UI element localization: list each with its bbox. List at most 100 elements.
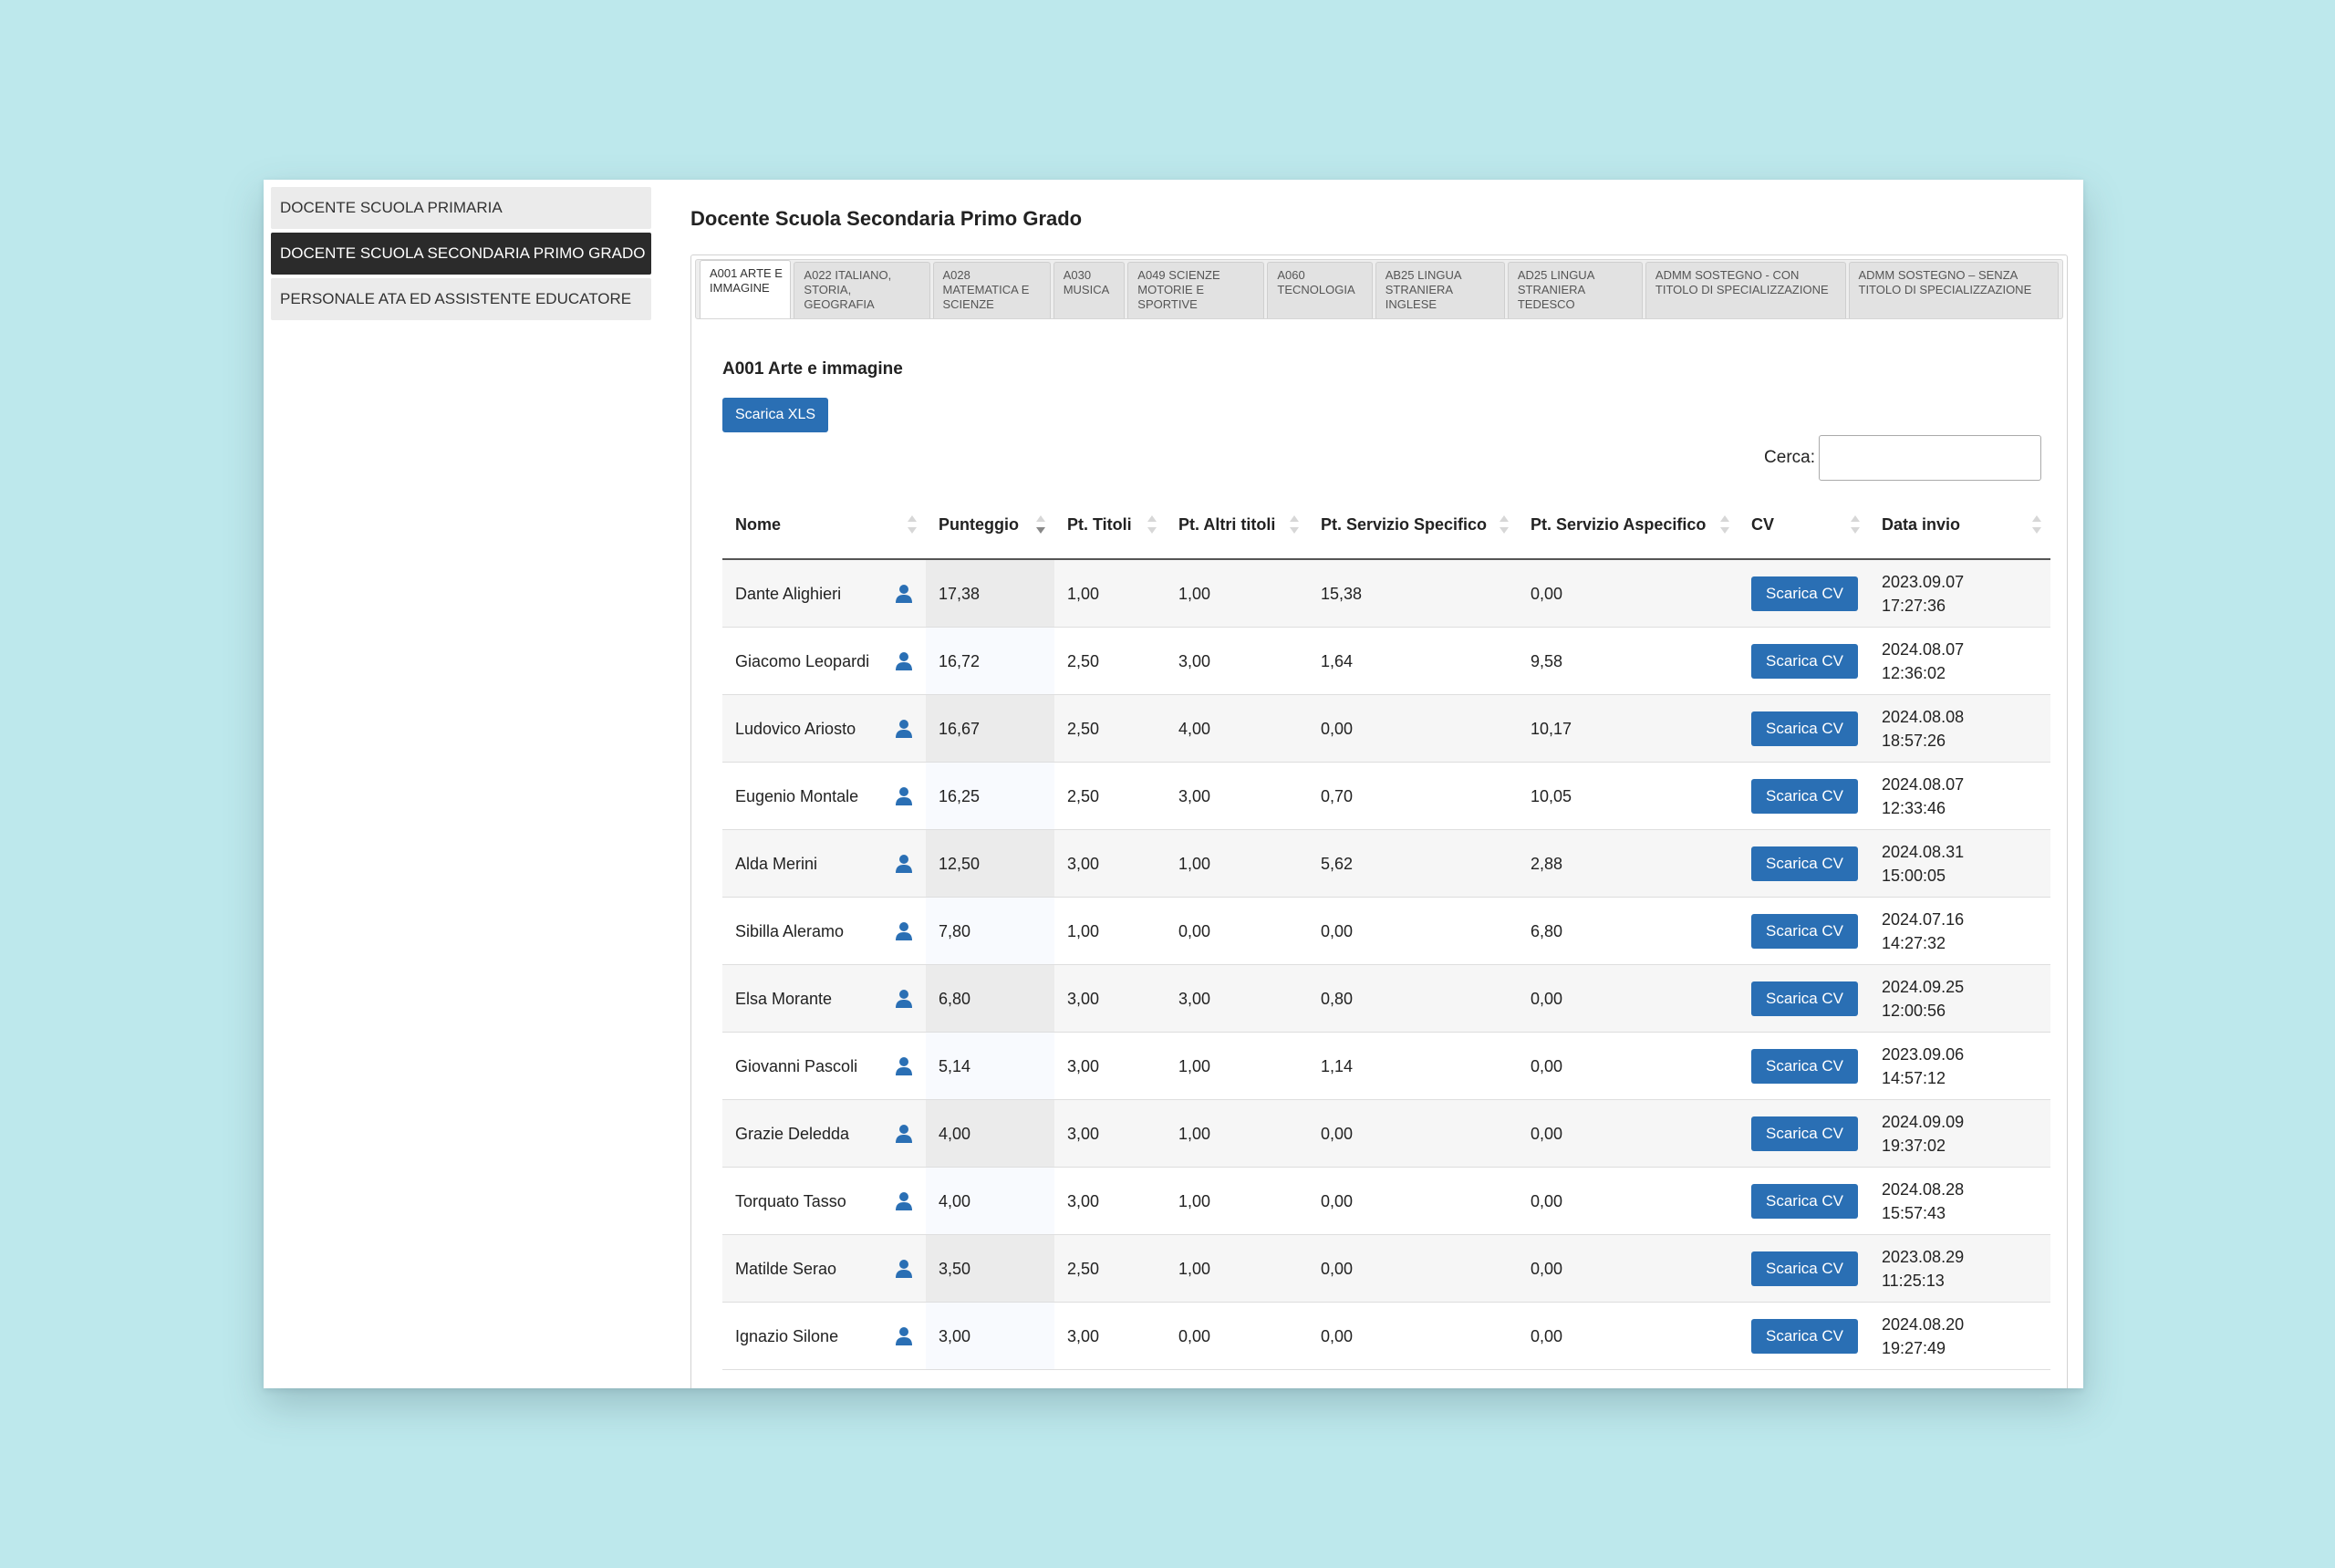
candidate-name: Torquato Tasso — [735, 1191, 846, 1210]
user-icon[interactable] — [895, 1326, 913, 1346]
cell-pt-servizio-specifico: 0,00 — [1308, 1099, 1518, 1168]
cell-pt-titoli: 3,00 — [1054, 1167, 1166, 1235]
cell-pt-titoli: 3,00 — [1054, 964, 1166, 1033]
search-input[interactable] — [1819, 435, 2041, 481]
table-row: Ignazio Silone 3,00 3,00 0,00 0,00 0,00 … — [722, 1302, 2050, 1370]
download-cv-button[interactable]: Scarica CV — [1751, 576, 1859, 611]
user-icon[interactable] — [895, 719, 913, 739]
user-icon[interactable] — [895, 989, 913, 1009]
column-header-label: Pt. Altri titoli — [1178, 515, 1276, 534]
column-header-pt-titoli[interactable]: Pt. Titoli — [1054, 491, 1166, 560]
tab-a028[interactable]: A028 Matematica e scienze — [932, 262, 1051, 318]
cell-pt-servizio-aspecifico: 0,00 — [1518, 1167, 1738, 1235]
tab-a030[interactable]: A030 Musica — [1053, 262, 1126, 318]
cell-pt-servizio-specifico: 0,00 — [1308, 897, 1518, 965]
tab-a060[interactable]: A060 Tecnologia — [1267, 262, 1373, 318]
download-cv-button[interactable]: Scarica CV — [1751, 981, 1859, 1016]
user-icon[interactable] — [895, 651, 913, 671]
cell-pt-titoli: 2,50 — [1054, 627, 1166, 695]
cell-cv: Scarica CV — [1738, 897, 1869, 965]
column-header-pt-servizio-aspecifico[interactable]: Pt. Servizio Aspecifico — [1518, 491, 1738, 560]
download-cv-button[interactable]: Scarica CV — [1751, 913, 1859, 949]
column-header-nome[interactable]: Nome — [722, 491, 926, 560]
cell-cv: Scarica CV — [1738, 964, 1869, 1033]
download-cv-button[interactable]: Scarica CV — [1751, 1318, 1859, 1354]
user-icon[interactable] — [895, 1259, 913, 1279]
cell-cv: Scarica CV — [1738, 1302, 1869, 1370]
sidebar-item-secondaria[interactable]: DOCENTE SCUOLA SECONDARIA PRIMO GRADO — [271, 233, 651, 275]
cell-punteggio: 6,80 — [926, 964, 1054, 1033]
table-row: Grazie Deledda 4,00 3,00 1,00 0,00 0,00 … — [722, 1099, 2050, 1168]
cell-pt-servizio-aspecifico: 2,88 — [1518, 829, 1738, 898]
user-icon[interactable] — [895, 854, 913, 874]
tab-ad25[interactable]: AD25 Lingua straniera tedesco — [1507, 262, 1643, 318]
cell-punteggio: 3,50 — [926, 1234, 1054, 1303]
user-icon[interactable] — [895, 584, 913, 604]
column-header-label: Pt. Servizio Specifico — [1321, 515, 1488, 534]
cell-cv: Scarica CV — [1738, 1032, 1869, 1100]
tab-ab25[interactable]: AB25 Lingua straniera inglese — [1375, 262, 1505, 318]
cell-data-invio: 2023.08.29 11:25:13 — [1869, 1234, 2050, 1303]
candidate-name: Elsa Morante — [735, 989, 833, 1008]
column-header-pt-servizio-specifico[interactable]: Pt. Servizio Specifico — [1308, 491, 1518, 560]
cell-nome: Torquato Tasso — [722, 1167, 926, 1235]
tab-a022[interactable]: A022 Italiano, storia, geografia — [794, 262, 930, 318]
cell-nome: Elsa Morante — [722, 964, 926, 1033]
cell-pt-altri-titoli: 1,00 — [1166, 1099, 1308, 1168]
user-icon[interactable] — [895, 786, 913, 806]
download-cv-button[interactable]: Scarica CV — [1751, 778, 1859, 814]
cell-nome: Eugenio Montale — [722, 762, 926, 830]
sidebar-item-primaria[interactable]: DOCENTE SCUOLA PRIMARIA — [271, 187, 651, 229]
cell-pt-titoli: 2,50 — [1054, 694, 1166, 763]
cell-pt-titoli: 1,00 — [1054, 559, 1166, 628]
download-cv-button[interactable]: Scarica CV — [1751, 846, 1859, 881]
user-icon[interactable] — [895, 1191, 913, 1211]
cell-pt-servizio-specifico: 0,00 — [1308, 1167, 1518, 1235]
download-cv-button[interactable]: Scarica CV — [1751, 643, 1859, 679]
cell-punteggio: 7,80 — [926, 897, 1054, 965]
cell-cv: Scarica CV — [1738, 1099, 1869, 1168]
column-header-punteggio[interactable]: Punteggio — [926, 491, 1054, 560]
cell-pt-titoli: 3,00 — [1054, 1099, 1166, 1168]
cell-cv: Scarica CV — [1738, 559, 1869, 628]
cell-pt-titoli: 3,00 — [1054, 1032, 1166, 1100]
tab-a001[interactable]: A001 Arte e immagine — [700, 260, 792, 318]
column-header-cv[interactable]: CV — [1738, 491, 1869, 560]
cell-pt-servizio-specifico: 0,00 — [1308, 1302, 1518, 1370]
sidebar-item-ata[interactable]: PERSONALE ATA ED ASSISTENTE EDUCATORE — [271, 278, 651, 320]
download-cv-button[interactable]: Scarica CV — [1751, 1048, 1859, 1084]
cell-pt-altri-titoli: 1,00 — [1166, 1032, 1308, 1100]
tab-admm-con-titolo[interactable]: ADMM Sostegno - con titolo di specializz… — [1645, 262, 1846, 318]
download-cv-button[interactable]: Scarica CV — [1751, 1183, 1859, 1219]
cell-data-invio: 2024.08.07 12:36:02 — [1869, 627, 2050, 695]
cell-data-invio: 2024.08.28 15:57:43 — [1869, 1167, 2050, 1235]
cell-pt-servizio-aspecifico: 10,17 — [1518, 694, 1738, 763]
app-window: DOCENTE SCUOLA PRIMARIA DOCENTE SCUOLA S… — [264, 180, 2083, 1388]
table-header-row: Nome Punteggio Pt. Titoli Pt. Altri tito… — [722, 491, 2050, 560]
user-icon[interactable] — [895, 1124, 913, 1144]
cell-data-invio: 2024.08.07 12:33:46 — [1869, 762, 2050, 830]
download-cv-button[interactable]: Scarica CV — [1751, 1116, 1859, 1151]
user-icon[interactable] — [895, 1056, 913, 1076]
tab-admm-senza-titolo[interactable]: ADMM Sostegno – senza titolo di speciali… — [1848, 262, 2059, 318]
cell-pt-altri-titoli: 3,00 — [1166, 964, 1308, 1033]
cell-data-invio: 2024.08.31 15:00:05 — [1869, 829, 2050, 898]
tab-a049[interactable]: A049 Scienze motorie e sportive — [1127, 262, 1265, 318]
main-content: Docente Scuola Secondaria Primo Grado A0… — [690, 180, 2068, 1388]
download-xls-button[interactable]: Scarica XLS — [722, 398, 829, 432]
cell-pt-servizio-aspecifico: 0,00 — [1518, 1032, 1738, 1100]
cell-punteggio: 4,00 — [926, 1099, 1054, 1168]
candidate-name: Alda Merini — [735, 854, 818, 873]
cell-pt-titoli: 3,00 — [1054, 1302, 1166, 1370]
download-cv-button[interactable]: Scarica CV — [1751, 1251, 1859, 1286]
sidebar: DOCENTE SCUOLA PRIMARIA DOCENTE SCUOLA S… — [271, 187, 651, 324]
column-header-pt-altri-titoli[interactable]: Pt. Altri titoli — [1166, 491, 1308, 560]
cell-pt-servizio-aspecifico: 0,00 — [1518, 964, 1738, 1033]
download-cv-button[interactable]: Scarica CV — [1751, 711, 1859, 746]
cell-pt-servizio-specifico: 0,00 — [1308, 1234, 1518, 1303]
cell-cv: Scarica CV — [1738, 1167, 1869, 1235]
cell-pt-servizio-aspecifico: 0,00 — [1518, 1302, 1738, 1370]
user-icon[interactable] — [895, 921, 913, 941]
column-header-data-invio[interactable]: Data invio — [1869, 491, 2050, 560]
sort-icon — [1851, 514, 1860, 535]
